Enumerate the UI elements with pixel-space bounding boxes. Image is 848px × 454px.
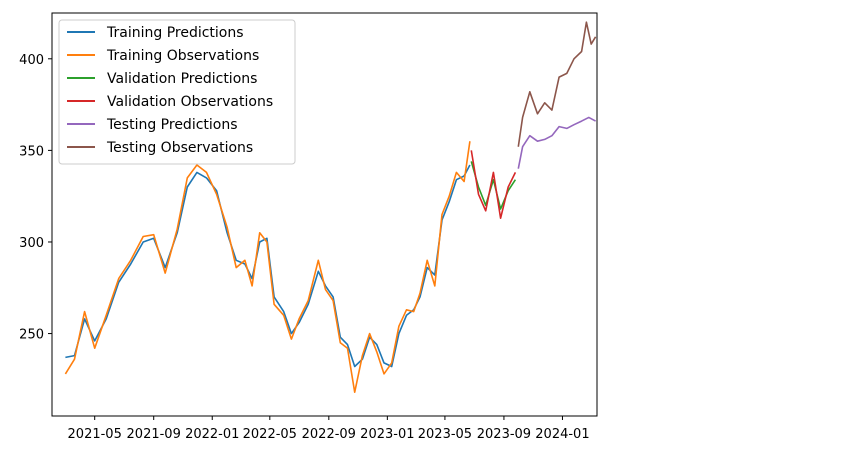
legend-label-2: Validation Predictions: [107, 71, 257, 87]
series-line-3: [470, 150, 517, 219]
x-tick-label-7: 2023-09: [477, 427, 531, 442]
series-layer: [64, 21, 597, 393]
series-line-2: [470, 161, 517, 210]
y-tick-label-3: 400: [19, 53, 44, 68]
x-tick-label-3: 2022-05: [243, 427, 297, 442]
legend-label-4: Testing Predictions: [106, 117, 238, 133]
legend-box: [58, 19, 296, 165]
x-axis: 2021-05 2021-09 2022-01 2022-05 2022-09 2023-…: [68, 416, 590, 442]
x-tick-label-8: 2024-01: [535, 427, 589, 442]
legend-label-3: Validation Observations: [107, 94, 273, 110]
legend-label-5: Testing Observations: [106, 140, 253, 156]
legend: Training Predictions Training Observation…: [58, 19, 296, 165]
plot-frame: [51, 12, 598, 417]
series-line-4: [517, 116, 596, 169]
legend-label-0: Training Predictions: [106, 25, 244, 41]
legend-label-1: Training Observations: [106, 48, 259, 64]
y-tick-label-2: 350: [19, 144, 44, 159]
series-line-1: [64, 141, 471, 393]
y-axis: 250 300 350 400: [19, 53, 52, 343]
x-tick-label-0: 2021-05: [68, 427, 122, 442]
x-tick-label-5: 2023-01: [360, 427, 414, 442]
x-tick-label-2: 2022-01: [185, 427, 239, 442]
x-tick-label-6: 2023-05: [418, 427, 472, 442]
x-tick-label-1: 2021-09: [127, 427, 181, 442]
y-tick-label-1: 300: [19, 236, 44, 251]
series-line-5: [517, 21, 597, 147]
x-tick-label-4: 2022-09: [302, 427, 356, 442]
y-tick-label-0: 250: [19, 328, 44, 343]
